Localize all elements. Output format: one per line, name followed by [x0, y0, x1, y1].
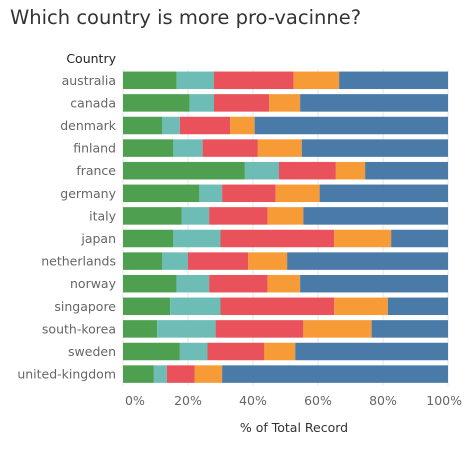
- bar-australia-segment-5: [339, 71, 448, 90]
- bar-netherlands-segment-3: [188, 252, 249, 270]
- bar-sweden-segment-4: [264, 342, 296, 361]
- country-label-japan: japan: [80, 231, 116, 246]
- bar-japan-segment-4: [334, 229, 392, 248]
- bar-france-segment-5: [365, 161, 448, 180]
- bar-norway-segment-1: [123, 274, 177, 293]
- bar-united-kingdom-segment-2: [153, 365, 167, 383]
- bar-singapore-segment-5: [387, 297, 448, 316]
- bar-finland-segment-1: [123, 139, 174, 157]
- bar-germany-segment-4: [275, 184, 320, 203]
- bar-denmark-segment-4: [230, 116, 255, 135]
- country-label-finland: finland: [73, 141, 116, 156]
- bar-japan-segment-2: [173, 229, 221, 248]
- bar-netherlands-segment-4: [248, 252, 288, 270]
- bar-netherlands-segment-5: [287, 252, 448, 270]
- x-tick-labels: 0% 20% 40% 60% 80% 100%: [125, 393, 462, 408]
- x-axis-title: % of Total Record: [240, 420, 348, 435]
- bar-singapore-segment-2: [170, 297, 221, 316]
- bar-sweden-segment-3: [207, 342, 265, 361]
- bar-france-segment-3: [279, 161, 336, 180]
- x-tick-40: 40%: [239, 393, 267, 408]
- bar-singapore-segment-3: [220, 297, 335, 316]
- bar-singapore-segment-1: [123, 297, 171, 316]
- country-label-denmark: denmark: [60, 118, 117, 133]
- row-header: Country: [66, 51, 116, 66]
- bar-norway-segment-3: [209, 274, 268, 293]
- country-label-norway: norway: [70, 276, 117, 291]
- x-tick-60: 60%: [304, 393, 332, 408]
- bar-denmark-segment-2: [162, 116, 180, 135]
- bar-sweden-segment-1: [123, 342, 180, 361]
- bar-finland-segment-4: [257, 139, 302, 157]
- bar-germany-segment-2: [199, 184, 223, 203]
- country-label-germany: germany: [60, 186, 116, 201]
- bar-germany-segment-5: [319, 184, 448, 203]
- country-label-australia: australia: [62, 73, 116, 88]
- bar-denmark-segment-3: [179, 116, 231, 135]
- bar-italy-segment-1: [123, 207, 182, 225]
- country-label-singapore: singapore: [54, 299, 116, 314]
- country-label-canada: canada: [70, 95, 116, 110]
- country-label-france: france: [76, 163, 116, 178]
- bar-denmark-segment-5: [254, 116, 448, 135]
- bar-south-korea-segment-3: [215, 320, 304, 338]
- bar-finland-segment-3: [202, 139, 258, 157]
- bar-canada-segment-4: [269, 94, 301, 112]
- x-tick-100: 100%: [426, 393, 462, 408]
- x-tick-20: 20%: [174, 393, 202, 408]
- bar-norway-segment-4: [267, 274, 301, 293]
- bar-italy-segment-3: [209, 207, 268, 225]
- bar-netherlands-segment-2: [162, 252, 188, 270]
- bar-south-korea-segment-1: [123, 320, 158, 338]
- bar-south-korea-segment-2: [157, 320, 216, 338]
- bar-canada-segment-3: [214, 94, 270, 112]
- bar-canada-segment-2: [189, 94, 214, 112]
- bar-italy-segment-4: [267, 207, 304, 225]
- bar-australia-segment-3: [214, 71, 294, 90]
- country-label-sweden: sweden: [68, 344, 116, 359]
- bar-sweden-segment-5: [295, 342, 448, 361]
- bar-japan-segment-3: [220, 229, 335, 248]
- bar-norway-segment-5: [300, 274, 448, 293]
- bar-japan-segment-5: [391, 229, 448, 248]
- bar-canada-segment-1: [123, 94, 190, 112]
- bar-united-kingdom-segment-3: [166, 365, 195, 383]
- bar-france-segment-2: [244, 161, 279, 180]
- x-tick-0: 0%: [125, 393, 145, 408]
- country-label-netherlands: netherlands: [41, 254, 116, 269]
- bar-united-kingdom-segment-4: [194, 365, 223, 383]
- bar-united-kingdom-segment-5: [222, 365, 448, 383]
- bar-finland-segment-5: [301, 139, 448, 157]
- bar-south-korea-segment-5: [371, 320, 448, 338]
- bar-finland-segment-2: [173, 139, 203, 157]
- bar-germany-segment-1: [123, 184, 200, 203]
- bar-italy-segment-5: [303, 207, 448, 225]
- bar-sweden-segment-2: [179, 342, 208, 361]
- country-label-south-korea: south-korea: [42, 321, 116, 336]
- bars: [123, 71, 448, 383]
- chart-title: Which country is more pro-vacinne?: [10, 6, 362, 29]
- country-label-united-kingdom: united-kingdom: [17, 367, 116, 382]
- bar-france-segment-4: [335, 161, 366, 180]
- country-labels: australia canada denmark finland france germa…: [17, 73, 116, 382]
- bar-germany-segment-3: [222, 184, 276, 203]
- bar-denmark-segment-1: [123, 116, 162, 135]
- gridlines: [122, 69, 449, 386]
- x-tick-80: 80%: [369, 393, 397, 408]
- bar-australia-segment-1: [123, 71, 177, 90]
- bar-canada-segment-5: [300, 94, 448, 112]
- bar-france-segment-1: [123, 161, 245, 180]
- bar-japan-segment-1: [123, 229, 174, 248]
- bar-australia-segment-2: [176, 71, 214, 90]
- country-label-italy: italy: [89, 208, 117, 223]
- bar-south-korea-segment-4: [303, 320, 372, 338]
- bar-united-kingdom-segment-1: [123, 365, 154, 383]
- bar-singapore-segment-4: [334, 297, 388, 316]
- bar-italy-segment-2: [181, 207, 210, 225]
- bar-netherlands-segment-1: [123, 252, 162, 270]
- bar-norway-segment-2: [176, 274, 210, 293]
- bar-australia-segment-4: [293, 71, 340, 90]
